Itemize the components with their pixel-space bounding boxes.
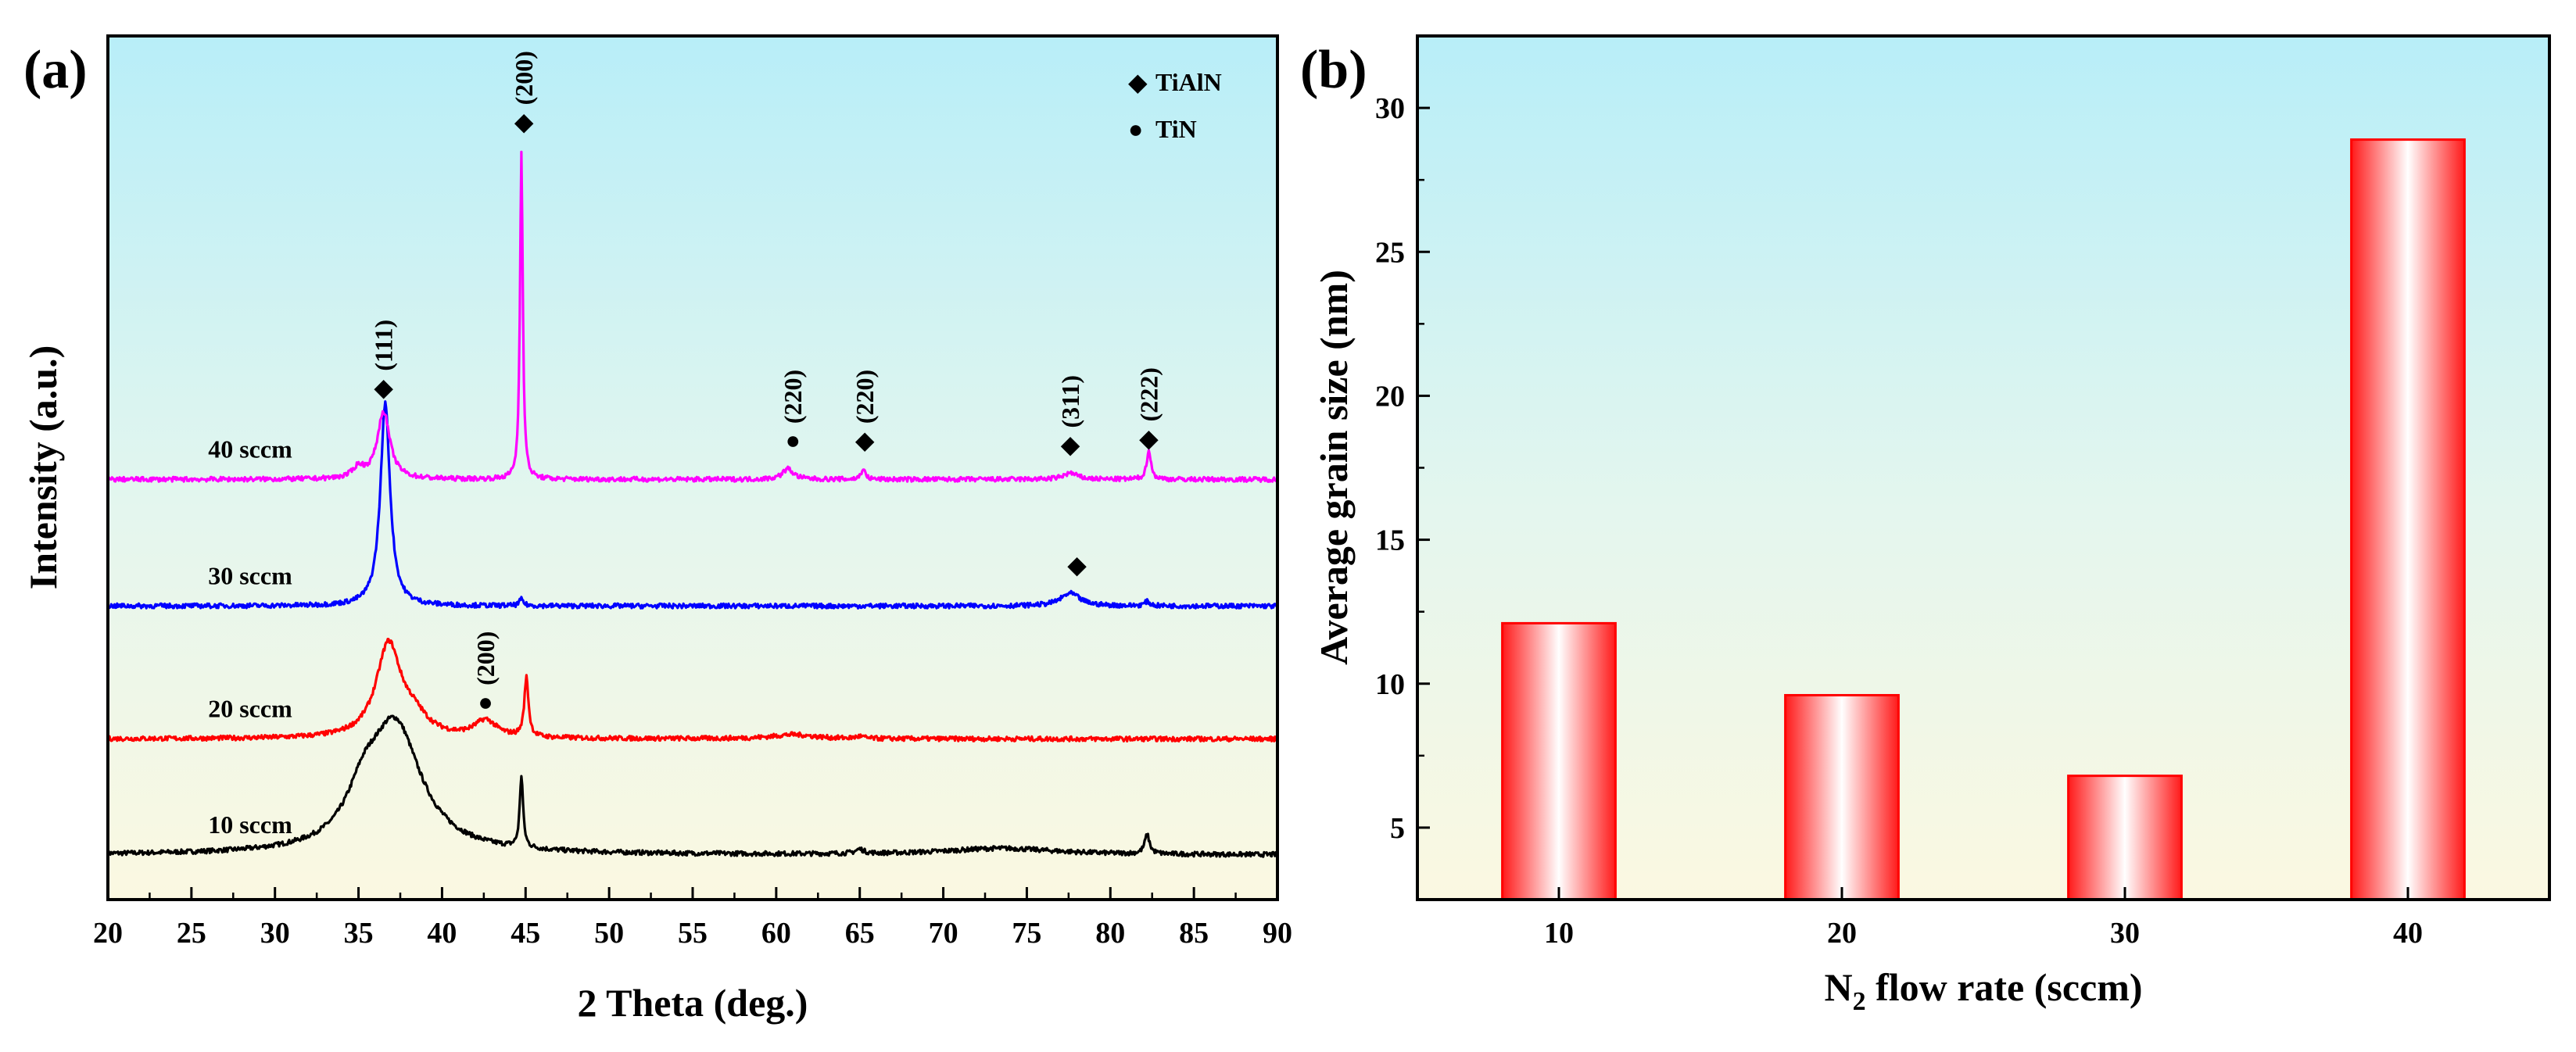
xrd-panel-label: (a) [23,40,88,100]
peak-marker: ◆ [1061,431,1080,459]
xrd-legend: ◆ TiAlN ● TiN [1128,68,1222,143]
xrd-x-tick-label: 60 [761,917,791,950]
bar-panel-label: (b) [1300,40,1367,100]
bar-y-tick-label: 5 [1390,812,1405,845]
xrd-peak-annotations: ◆(111)◆(200)●(220)◆(220)◆(311)◆(222)◆●(2… [370,51,1163,716]
xrd-x-tick-label: 55 [678,917,708,950]
xrd-x-tick-label: 65 [845,917,875,950]
xrd-x-tick-label: 40 [427,917,457,950]
xrd-x-ticks: 20 25 30 35 40 45 50 55 60 65 70 75 80 85 90 [93,887,1292,950]
legend-marker-tin: ● [1128,115,1143,143]
bar-x-tick-label: 20 [1827,917,1857,950]
xrd-series-label: 40 sccm [208,435,292,463]
grain-size-bar-30 [2067,775,2183,901]
bar-y-tick-label: 15 [1375,524,1405,557]
xrd-y-axis-title: Intensity (a.u.) [21,345,65,590]
peak-hkl-label: (220) [779,370,807,424]
grain-size-bar-40 [2350,138,2466,901]
peak-hkl-label: (200) [510,51,538,105]
xrd-curve-30-sccm [106,400,1278,610]
xrd-x-tick-label: 70 [929,917,958,950]
bar-y-tick-label: 10 [1375,668,1405,701]
xrd-x-tick-label: 90 [1263,917,1292,950]
xrd-x-tick-label: 20 [93,917,123,950]
xrd-x-tick-label: 75 [1012,917,1041,950]
legend-label-tin: TiN [1155,115,1197,143]
peak-marker: ◆ [855,426,875,454]
xrd-series-labels: 10 sccm 20 sccm 30 sccm 40 sccm [208,435,292,839]
grain-size-bars [1501,138,2466,901]
bar-y-tick-label: 30 [1375,92,1405,125]
xrd-x-axis-title: 2 Theta (deg.) [578,981,808,1025]
xrd-curves [106,150,1279,858]
bar-x-tick-label: 10 [1544,917,1574,950]
bar-x-tick-label: 40 [2393,917,2423,950]
peak-hkl-label: (311) [1056,375,1084,428]
xrd-curve-20-sccm [106,638,1279,742]
peak-marker: ◆ [374,374,393,402]
grain-size-panel: (b) 10 20 30 40 5 10 15 20 25 30 N2 flow rate (sc… [1300,34,2551,1016]
bar-y-tick-label: 25 [1375,236,1405,269]
peak-hkl-label: (200) [471,632,500,685]
xrd-plot-background [108,36,1277,900]
xrd-curve-40-sccm [106,150,1278,483]
legend-marker-tialn: ◆ [1128,68,1148,96]
peak-marker: ◆ [514,107,534,135]
xrd-panel: (a) 20 25 30 35 40 45 50 55 60 65 70 75 80 85 90 10 sc… [21,34,1292,1025]
xrd-series-label: 20 sccm [208,695,292,723]
xrd-x-tick-label: 45 [511,917,540,950]
peak-hkl-label: (222) [1134,367,1163,421]
xrd-series-label: 10 sccm [208,810,292,839]
xrd-x-tick-label: 25 [177,917,206,950]
peak-hkl-label: (220) [851,370,879,424]
xrd-plot-frame [106,34,1279,901]
grain-size-ticks: 10 20 30 40 5 10 15 20 25 30 [1375,92,2423,950]
bar-x-tick-label: 30 [2110,917,2140,950]
peak-marker: ● [786,426,801,454]
xrd-x-tick-label: 80 [1095,917,1125,950]
peak-marker: ◆ [1139,424,1159,452]
peak-marker: ● [478,688,493,716]
bar-y-axis-title: Average grain size (nm) [1312,270,1356,665]
bar-x-axis-title: N2 flow rate (sccm) [1824,965,2142,1016]
bar-y-tick-label: 20 [1375,380,1405,413]
bar-x-axis-title-rest: flow rate (sccm) [1866,965,2143,1009]
bar-x-axis-title-subscript: 2 [1853,987,1866,1016]
legend-label-tialn: TiAlN [1155,68,1222,96]
peak-marker: ◆ [1067,550,1087,578]
xrd-x-tick-label: 50 [594,917,624,950]
bar-plot-frame [1416,34,2551,901]
grain-size-bar-10 [1501,621,1617,901]
xrd-series-label: 30 sccm [208,561,292,589]
peak-hkl-label: (111) [370,320,398,371]
xrd-x-tick-label: 30 [260,917,290,950]
bar-x-axis-title-n: N [1824,965,1852,1009]
xrd-x-tick-label: 35 [344,917,374,950]
xrd-x-tick-label: 85 [1179,917,1209,950]
xrd-curve-10-sccm [106,714,1278,858]
grain-size-bar-20 [1784,693,1900,901]
